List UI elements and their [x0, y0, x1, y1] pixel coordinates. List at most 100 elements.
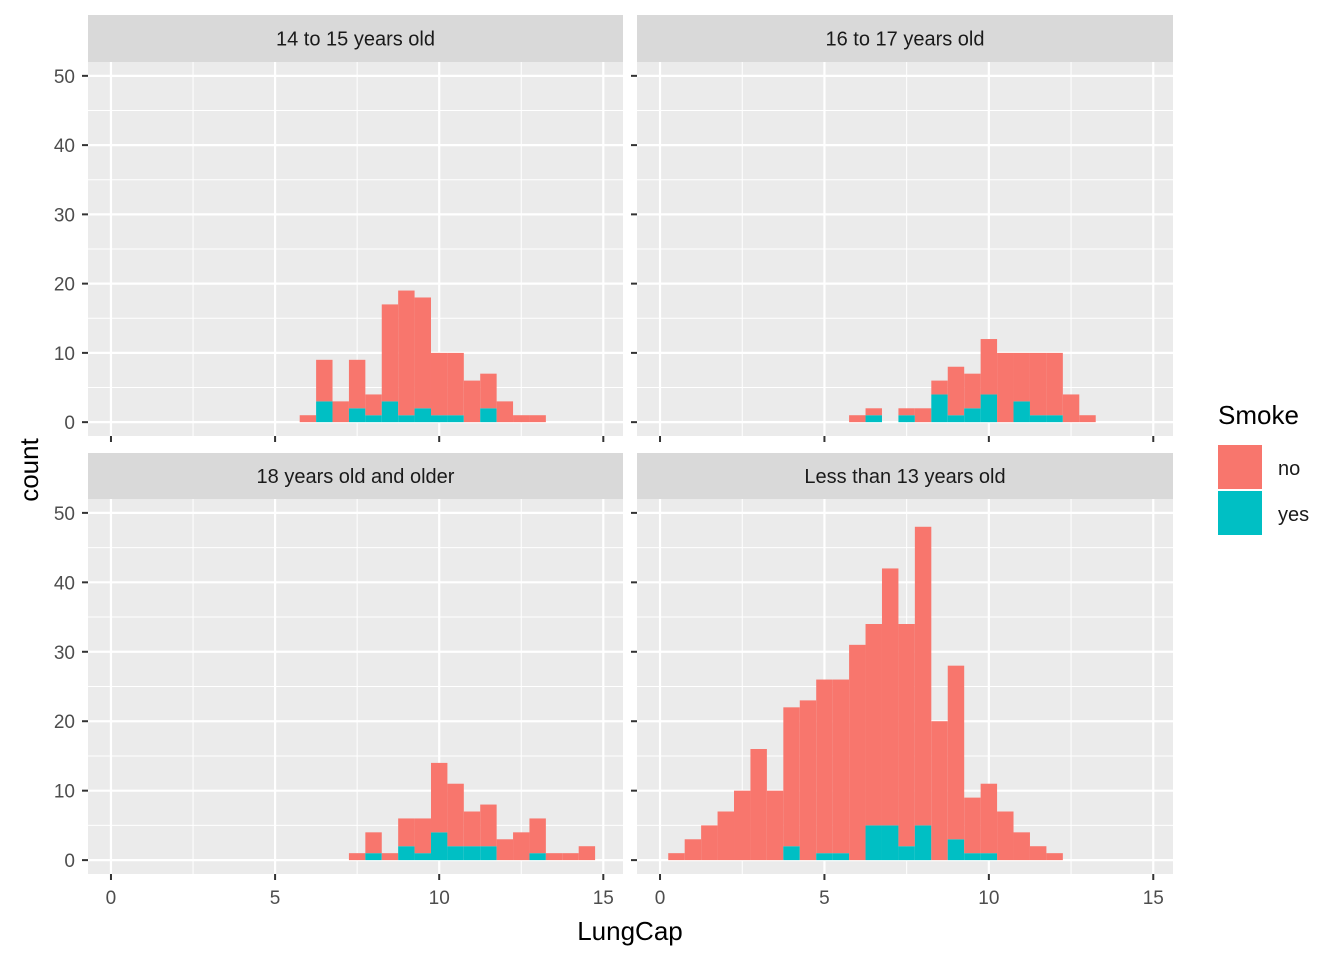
histogram-bar-no: [529, 818, 546, 854]
histogram-bar-yes: [816, 853, 833, 861]
histogram-bar-yes: [1029, 415, 1047, 423]
histogram-bar-yes: [1013, 401, 1030, 423]
histogram-bar-no: [513, 415, 530, 423]
histogram-bar-no: [414, 297, 431, 409]
y-tick-label: 0: [64, 851, 75, 872]
histogram-bar-no: [348, 853, 366, 861]
x-tick-label: 0: [106, 888, 117, 909]
histogram-bar-yes: [865, 825, 882, 861]
histogram-bar-no: [898, 624, 915, 847]
y-tick-label: 10: [54, 782, 75, 803]
histogram-bar-yes: [964, 853, 981, 861]
histogram-bar-yes: [898, 415, 915, 423]
histogram-bar-yes: [447, 846, 464, 861]
histogram-bar-no: [463, 811, 481, 847]
histogram-bar-no: [1062, 394, 1080, 423]
histogram-bar-yes: [980, 853, 998, 861]
histogram-bar-no: [348, 359, 366, 409]
histogram-bar-no: [480, 804, 497, 847]
histogram-bar-no: [1079, 415, 1096, 423]
histogram-bar-yes: [947, 839, 965, 861]
histogram-bar-no: [668, 853, 685, 861]
histogram-bar-no: [398, 818, 415, 847]
histogram-bar-no: [849, 415, 866, 423]
histogram-bar-yes: [898, 846, 915, 861]
histogram-bar-no: [964, 797, 981, 854]
legend-key-yes: [1218, 491, 1262, 535]
histogram-bar-no: [381, 304, 399, 402]
histogram-bar-yes: [947, 415, 965, 423]
x-axis-title: LungCap: [577, 916, 683, 946]
facet-strip-label: 14 to 15 years old: [276, 29, 435, 51]
histogram-bar-yes: [865, 415, 882, 423]
histogram-bar-yes: [463, 846, 481, 861]
histogram-bar-yes: [832, 853, 850, 861]
histogram-bar-no: [684, 839, 702, 861]
histogram-bar-yes: [914, 825, 932, 861]
y-tick-label: 40: [54, 136, 75, 157]
histogram-bar-no: [1013, 832, 1030, 861]
histogram-bar-yes: [414, 853, 431, 861]
facet-strip: [88, 453, 623, 499]
histogram-bar-no: [1046, 352, 1063, 416]
histogram-bar-no: [734, 790, 751, 861]
histogram-bar-yes: [381, 401, 399, 423]
histogram-bar-no: [430, 762, 448, 833]
y-tick-label: 10: [54, 344, 75, 365]
facet-panel: Less than 13 years old 0 5 10 15: [631, 453, 1173, 909]
histogram-bar-no: [578, 846, 596, 861]
histogram-bar-yes: [964, 408, 981, 423]
histogram-bar-yes: [398, 415, 415, 423]
histogram-bar-no: [766, 790, 784, 861]
histogram-bar-yes: [783, 846, 800, 861]
histogram-bar-no: [898, 408, 915, 416]
histogram-bar-no: [365, 394, 382, 416]
histogram-bar-no: [931, 380, 948, 395]
histogram-bar-no: [365, 832, 382, 854]
histogram-bar-yes: [430, 832, 448, 861]
histogram-bar-no: [447, 352, 464, 416]
histogram-bar-yes: [348, 408, 366, 423]
legend: Smoke no yes: [1218, 400, 1309, 535]
histogram-bar-no: [750, 749, 767, 861]
facet-strip: [637, 15, 1173, 62]
histogram-bar-no: [316, 359, 333, 402]
legend-label-no: no: [1278, 458, 1300, 480]
x-tick-label: 0: [655, 888, 666, 909]
histogram-bar-no: [299, 415, 317, 423]
histogram-bar-no: [783, 707, 800, 847]
histogram-bar-yes: [931, 394, 948, 423]
histogram-bar-yes: [881, 825, 899, 861]
x-tick-label: 10: [978, 888, 999, 909]
histogram-bar-no: [849, 644, 866, 861]
histogram-bar-no: [980, 783, 998, 854]
histogram-bar-no: [430, 352, 448, 416]
histogram-bar-no: [1046, 853, 1063, 861]
facet-panel: 18 years old and older 0 5 10 15 0 10 20 30 40 50: [54, 453, 623, 909]
histogram-bar-no: [496, 401, 514, 423]
histogram-bar-no: [545, 853, 563, 861]
facet-panel: 16 to 17 years old: [631, 15, 1173, 442]
y-tick-label: 30: [54, 205, 75, 226]
x-tick-label: 15: [1143, 888, 1164, 909]
histogram-bar-no: [997, 811, 1014, 861]
histogram-bar-no: [414, 818, 431, 854]
histogram-bar-no: [865, 624, 882, 826]
histogram-bar-no: [799, 700, 817, 861]
histogram-bar-no: [914, 408, 932, 423]
facet-strip: [637, 453, 1173, 499]
histogram-bar-yes: [430, 415, 448, 423]
legend-title: Smoke: [1218, 400, 1299, 430]
histogram-bar-no: [931, 721, 948, 861]
histogram-bar-yes: [365, 415, 382, 423]
y-tick-label: 20: [54, 275, 75, 296]
histogram-bar-no: [717, 811, 735, 861]
histogram-bar-no: [1029, 352, 1047, 416]
x-tick-label: 5: [819, 888, 830, 909]
histogram-bar-no: [463, 380, 481, 423]
facet-strip-label: 16 to 17 years old: [826, 29, 985, 51]
histogram-bar-no: [881, 568, 899, 826]
legend-key-no: [1218, 445, 1262, 489]
histogram-bar-no: [513, 832, 530, 861]
